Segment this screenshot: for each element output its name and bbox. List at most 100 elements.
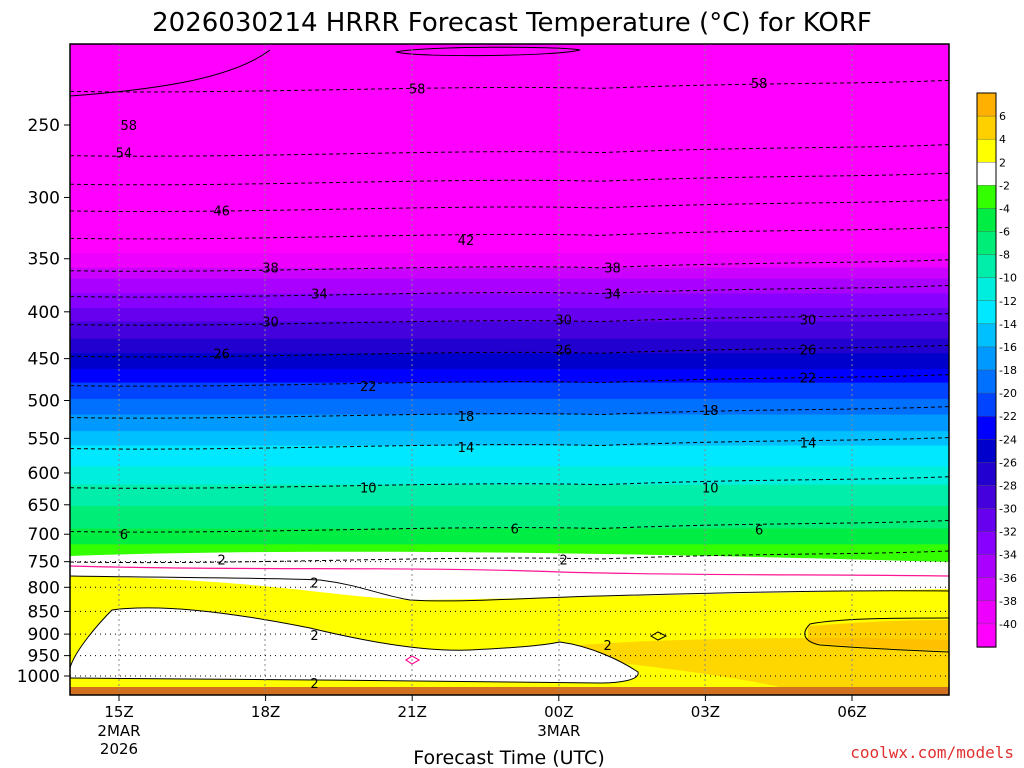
surface-ground <box>70 687 949 695</box>
colorbar-label: -2 <box>999 179 1010 192</box>
colorbar-swatch <box>976 554 997 579</box>
contour-label: 2 <box>217 554 225 569</box>
time-tick-sublabel: 3MAR <box>537 722 580 740</box>
contour-label-text: 14 <box>458 441 475 456</box>
time-tick-label: 06Z <box>837 703 866 721</box>
colorbar-label: -24 <box>999 433 1017 446</box>
contour-label: 18 <box>702 404 719 419</box>
contour-label-text: 58 <box>409 82 426 97</box>
upper-minus-sixty-loop <box>395 46 581 57</box>
colorbar-label: -28 <box>999 479 1017 492</box>
contour-label: 26 <box>213 347 230 362</box>
contour-label-text: 46 <box>213 204 230 219</box>
temperature-band <box>70 278 949 295</box>
isotherm-line <box>70 172 949 186</box>
colorbar-swatch <box>976 162 997 187</box>
colorbar-swatch <box>976 138 997 163</box>
colorbar-swatch <box>976 208 997 233</box>
colorbar-swatch <box>976 577 997 602</box>
contour-label: 2 <box>310 629 318 644</box>
contour-label-text: 2 <box>310 629 318 644</box>
pressure-tick-label: 800 <box>28 578 60 598</box>
warm-layer <box>70 551 949 695</box>
isotherm-line <box>70 550 949 564</box>
contour-label: 6 <box>120 528 128 543</box>
contour-label-text: 2 <box>310 576 318 591</box>
contour-label: 30 <box>555 314 572 329</box>
contour-label-text: 6 <box>511 523 519 538</box>
colorbar-label: -10 <box>999 272 1017 285</box>
contour-label: 38 <box>262 262 279 277</box>
temperature-band <box>70 155 949 199</box>
colorbar-swatch <box>976 346 997 371</box>
isotherm-contours <box>70 79 949 564</box>
plus-two-cold-pocket <box>70 607 639 684</box>
contour-label: 18 <box>458 410 475 425</box>
temperature-band <box>70 369 949 384</box>
colorbar-swatch <box>976 623 997 648</box>
isotherm-line <box>70 344 949 358</box>
contour-label-text: 26 <box>213 347 230 362</box>
colorbar-label: -32 <box>999 526 1017 539</box>
colorbar-swatch <box>976 369 997 394</box>
temperature-band <box>70 197 949 224</box>
isotherm-line <box>70 437 949 450</box>
colorbar-swatch <box>976 531 997 556</box>
credit-text: coolwx.com/models <box>850 743 1014 762</box>
colorbar-label: 2 <box>999 156 1006 169</box>
colorbar-swatch <box>976 462 997 487</box>
contour-label-text: 22 <box>360 380 377 395</box>
contour-label-text: 2 <box>604 639 612 654</box>
colorbar-label: -40 <box>999 618 1017 631</box>
time-tick-label: 21Z <box>398 703 427 721</box>
contour-label-text: 2 <box>217 554 225 569</box>
contour-label: 42 <box>458 234 475 249</box>
plus-two-upper <box>70 575 949 602</box>
near-surface-cold-pocket <box>70 607 639 683</box>
contour-label-text: 54 <box>116 147 133 162</box>
plus-two-contours <box>70 46 949 684</box>
grid-lines <box>118 44 853 695</box>
temperature-band <box>70 293 949 309</box>
contour-label: 30 <box>800 314 817 329</box>
temperature-band <box>70 398 949 416</box>
white-inversion-layer <box>70 551 949 600</box>
pressure-tick-label: 650 <box>28 496 60 516</box>
contour-label: 2 <box>310 576 318 591</box>
contour-label: 38 <box>604 262 621 277</box>
colorbar-swatch <box>976 485 997 510</box>
contour-label-text: 18 <box>458 410 475 425</box>
colorbar-label: -20 <box>999 387 1017 400</box>
colorbar-label: -34 <box>999 549 1017 562</box>
colorbar-label: -16 <box>999 341 1017 354</box>
colorbar-label: -30 <box>999 503 1017 516</box>
temperature-band <box>70 528 949 545</box>
plus-two-small-loop <box>649 631 668 641</box>
pressure-tick-label: 700 <box>28 525 60 545</box>
contour-label: 58 <box>751 77 768 92</box>
contour-label-text: 6 <box>120 528 128 543</box>
contour-label: 22 <box>360 380 377 395</box>
contour-label: 2 <box>604 639 612 654</box>
isotherm-line <box>70 79 949 93</box>
contour-label-text: 10 <box>702 481 719 496</box>
zero-degree-line <box>70 565 949 665</box>
pressure-tick-label: 750 <box>28 553 60 573</box>
contour-label-text: 26 <box>800 344 817 359</box>
contour-label: 46 <box>213 204 230 219</box>
temperature-bands <box>70 44 949 566</box>
freezing-diamond <box>404 655 421 665</box>
temperature-band <box>70 267 949 280</box>
plot-border <box>69 43 950 696</box>
temperature-band <box>70 431 949 447</box>
colorbar-swatch <box>976 392 997 417</box>
temperature-band <box>70 353 949 370</box>
pressure-tick-label: 450 <box>28 350 60 370</box>
time-tick-sublabel: 2026 <box>100 740 138 758</box>
time-tick-label: 00Z <box>544 703 573 721</box>
temperature-band <box>70 414 949 432</box>
colorbar-label: -22 <box>999 410 1017 423</box>
contour-label: 34 <box>604 288 621 303</box>
isotherm-line <box>70 226 949 240</box>
contour-label: 30 <box>262 316 279 331</box>
